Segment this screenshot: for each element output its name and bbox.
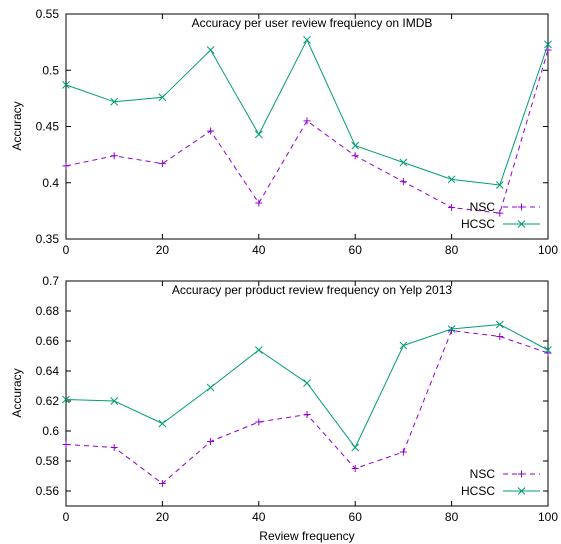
chart-imdb: Accuracy per user review frequency on IM…	[10, 7, 558, 257]
data-point-hcsc	[544, 40, 552, 49]
data-point-hcsc	[447, 325, 456, 333]
legend: NSC HCSC	[461, 467, 540, 498]
data-point-hcsc	[158, 93, 167, 102]
y-tick-label: 0.45	[36, 120, 60, 134]
data-point-hcsc	[110, 397, 119, 405]
x-tick-label: 40	[252, 243, 266, 257]
data-point-nsc	[110, 444, 118, 451]
data-point-nsc	[207, 438, 215, 445]
data-point-hcsc	[399, 158, 408, 167]
chart-title: Accuracy per user review frequency on IM…	[192, 16, 433, 30]
y-tick-label: 0.4	[42, 176, 59, 190]
data-point-nsc	[303, 117, 311, 125]
x-tick-label: 80	[445, 243, 459, 257]
y-tick-label: 0.7	[42, 274, 59, 288]
chart-yelp-2013: Accuracy per product review frequency on…	[10, 274, 558, 543]
data-point-nsc	[110, 152, 118, 160]
x-tick-label: 20	[156, 510, 170, 524]
legend-marker-nsc	[518, 470, 525, 478]
data-point-hcsc	[110, 97, 119, 106]
y-tick-label: 0.6	[42, 424, 59, 438]
legend-marker-hcsc	[517, 487, 526, 495]
data-point-hcsc	[62, 395, 70, 404]
y-tick-label: 0.58	[36, 454, 60, 468]
y-tick-label: 0.5	[42, 63, 59, 77]
data-point-hcsc	[351, 141, 360, 150]
data-point-hcsc	[254, 346, 263, 354]
data-point-nsc	[351, 465, 359, 472]
y-tick-label: 0.62	[36, 394, 60, 408]
y-axis-label: Accuracy	[10, 368, 24, 417]
series-line-hcsc	[65, 38, 549, 186]
x-tick-label: 100	[538, 243, 558, 257]
plot-frame	[65, 280, 549, 507]
data-point-nsc	[399, 448, 407, 456]
data-point-nsc	[158, 160, 166, 168]
y-tick-label: 0.68	[36, 304, 60, 318]
chart-title: Accuracy per product review frequency on…	[172, 283, 452, 297]
data-point-nsc	[496, 333, 504, 340]
series-layer	[62, 36, 552, 217]
data-point-nsc	[62, 162, 70, 170]
y-tick-label: 0.35	[36, 232, 60, 246]
legend-marker-hcsc	[517, 220, 526, 228]
legend-label-nsc: NSC	[470, 200, 496, 214]
data-point-hcsc	[303, 36, 311, 44]
data-point-nsc	[255, 199, 263, 207]
data-point-hcsc	[447, 175, 456, 184]
legend-label-nsc: NSC	[470, 467, 496, 481]
legend: NSC HCSC	[461, 200, 540, 231]
series-line-nsc	[65, 329, 549, 485]
x-tick-label: 100	[538, 510, 558, 524]
data-point-nsc	[351, 152, 359, 160]
data-point-hcsc	[495, 320, 504, 329]
data-point-hcsc	[206, 383, 215, 392]
data-point-hcsc	[399, 341, 408, 350]
x-tick-label: 0	[63, 243, 70, 257]
legend-label-hcsc: HCSC	[461, 217, 495, 231]
legend-label-hcsc: HCSC	[461, 484, 495, 498]
data-point-hcsc	[495, 181, 504, 189]
data-point-nsc	[62, 441, 70, 448]
y-axis-label: Accuracy	[10, 101, 24, 150]
y-tick-label: 0.55	[36, 7, 60, 21]
y-tick-label: 0.64	[36, 364, 60, 378]
data-point-nsc	[496, 209, 504, 217]
data-point-hcsc	[351, 443, 360, 452]
x-tick-label: 0	[63, 510, 70, 524]
data-point-hcsc	[303, 379, 311, 387]
legend-marker-nsc	[518, 203, 525, 211]
data-point-hcsc	[544, 346, 552, 354]
data-point-hcsc	[254, 130, 263, 139]
data-point-hcsc	[62, 81, 70, 89]
y-tick-label: 0.66	[36, 334, 60, 348]
axis-ticks: 0 20 40 60 80 100 0.35 0.4 0.45 0.5 0.55	[36, 7, 559, 257]
y-tick-label: 0.56	[36, 484, 60, 498]
x-tick-label: 80	[445, 510, 459, 524]
data-point-nsc	[158, 480, 166, 487]
data-point-nsc	[255, 418, 263, 426]
x-tick-label: 20	[156, 243, 170, 257]
x-tick-label: 40	[252, 510, 266, 524]
data-point-hcsc	[158, 419, 167, 428]
data-point-nsc	[399, 178, 407, 186]
series-layer	[62, 320, 552, 487]
data-point-nsc	[448, 204, 456, 211]
data-point-nsc	[448, 327, 456, 334]
x-tick-label: 60	[349, 243, 363, 257]
x-tick-label: 60	[349, 510, 363, 524]
x-axis-label: Review frequency	[259, 529, 354, 543]
series-line-nsc	[65, 49, 549, 214]
data-point-nsc	[207, 127, 215, 135]
data-point-nsc	[303, 411, 311, 418]
series-line-hcsc	[65, 323, 549, 449]
data-point-hcsc	[206, 46, 215, 54]
